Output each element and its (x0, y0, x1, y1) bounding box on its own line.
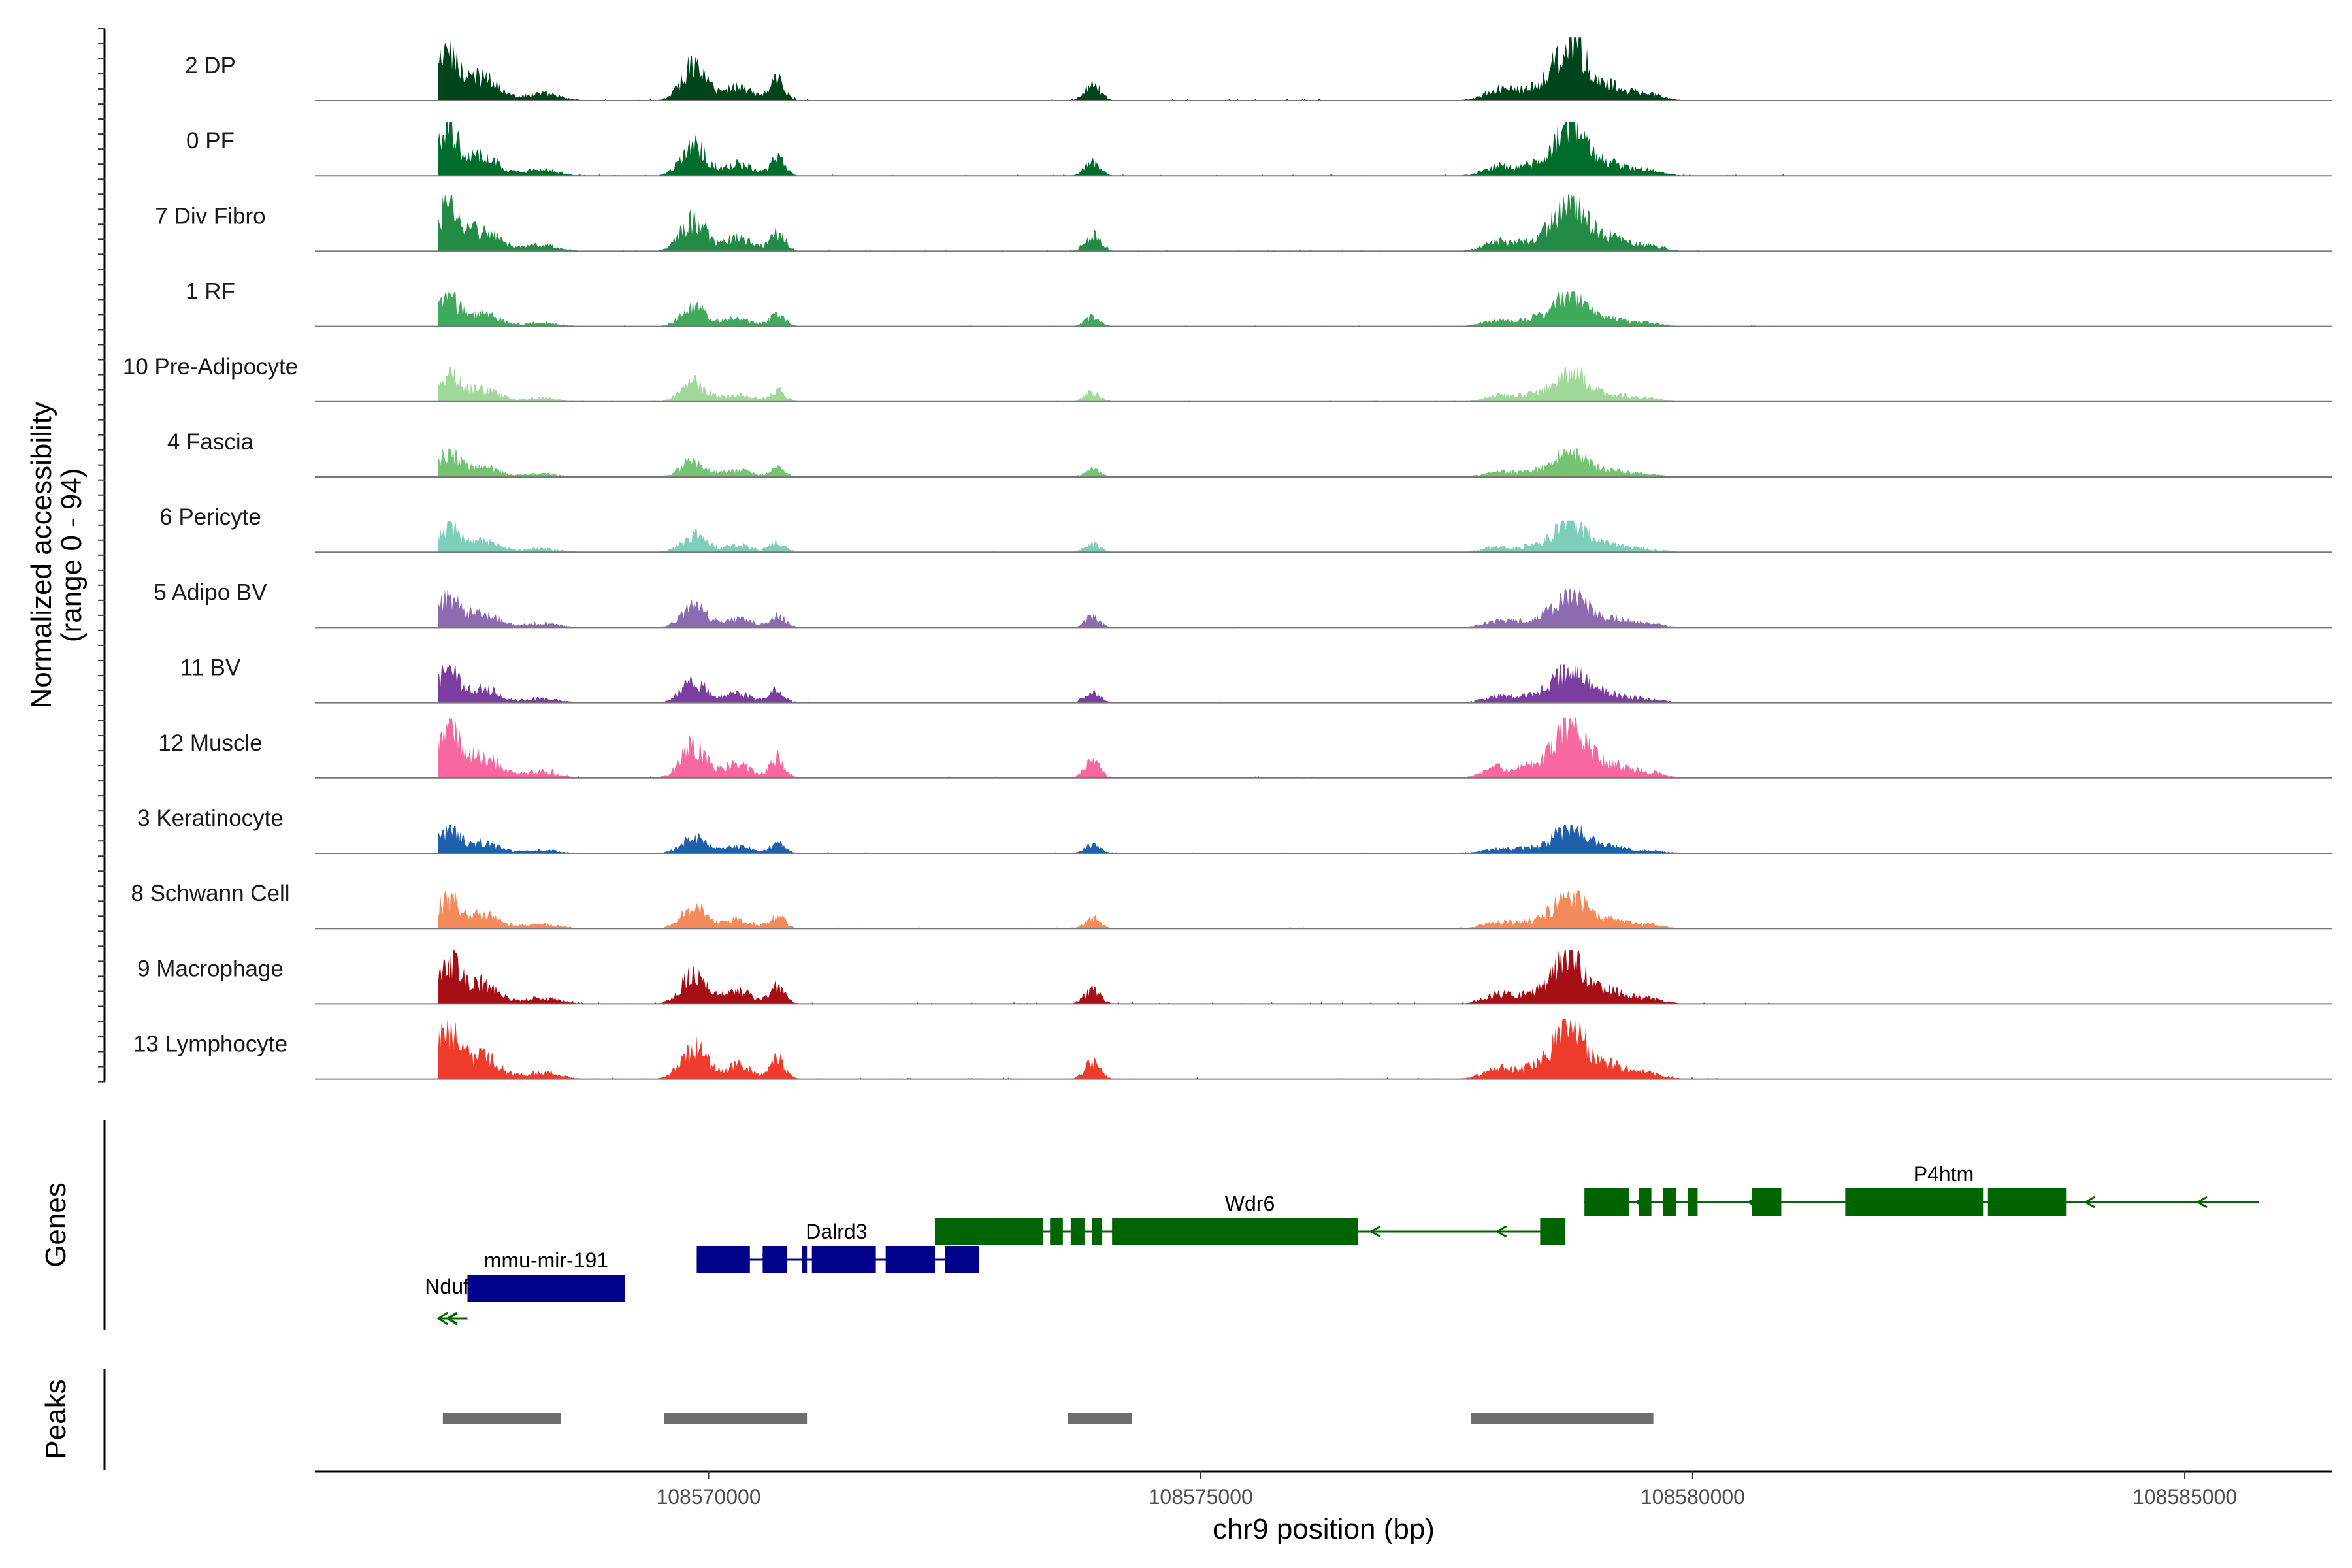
x-tick-label: 108585000 (2132, 1485, 2237, 1509)
gene-p4htm: P4htm (1584, 1162, 2259, 1216)
track-11: 3 Keratinocyte (137, 806, 2332, 854)
gene-exon (1688, 1188, 1698, 1216)
gene-exon (1987, 1188, 2067, 1216)
track-label: 13 Lymphocyte (133, 1032, 287, 1057)
track-label: 10 Pre-Adipocyte (123, 354, 298, 380)
track-label: 7 Div Fibro (155, 203, 265, 229)
gene-exon (1112, 1218, 1358, 1245)
gene-mmu-mir-191: mmu-mir-191 (467, 1249, 625, 1302)
track-4: 1 RF (186, 279, 2332, 327)
track-signal (438, 825, 1791, 853)
track-8: 5 Adipo BV (154, 580, 2332, 629)
track-label: 5 Adipo BV (154, 580, 267, 605)
track-label: 0 PF (186, 128, 235, 154)
gene-exon (1584, 1188, 1629, 1216)
gene-exon (762, 1246, 788, 1273)
gene-exon (1752, 1188, 1782, 1216)
track-signal (438, 589, 1791, 628)
gene-label: P4htm (1914, 1162, 1974, 1186)
peaks-panel-label: Peaks (40, 1379, 72, 1459)
peaks-panel: Peaks (40, 1369, 1654, 1470)
gene-exon (1663, 1188, 1676, 1216)
track-2: 0 PF (186, 122, 2332, 177)
gene-exon (1050, 1218, 1063, 1245)
gene-label: Wdr6 (1225, 1192, 1275, 1215)
track-label: 2 DP (185, 53, 236, 78)
track-label: 4 Fascia (167, 429, 254, 455)
track-signal (438, 950, 1791, 1004)
gene-exon (811, 1246, 876, 1273)
track-10: 12 Muscle (158, 717, 2332, 779)
gene-strand-chevron (1495, 1225, 1507, 1238)
track-label: 1 RF (186, 279, 235, 304)
track-label: 6 Pericyte (159, 504, 261, 530)
track-6: 4 Fascia (167, 429, 2332, 478)
genes-panel-label: Genes (40, 1183, 72, 1267)
gene-label: mmu-mir-191 (484, 1249, 608, 1272)
x-tick-label: 108580000 (1641, 1485, 1745, 1509)
track-label: 12 Muscle (158, 730, 263, 756)
gene-strand-chevron (446, 1311, 458, 1326)
track-9: 11 BV (180, 655, 2332, 704)
gene-dalrd3: Dalrd3 (696, 1220, 979, 1273)
peak-region (1068, 1413, 1132, 1424)
y-axis: Normalized accessibility(range 0 - 94) (25, 28, 106, 1083)
gene-exon (1092, 1218, 1103, 1245)
gene-strand-chevron (2196, 1196, 2208, 1209)
track-5: 10 Pre-Adipocyte (123, 354, 2332, 402)
gene-strand-chevron (2083, 1196, 2095, 1209)
gene-exon (696, 1246, 750, 1273)
gene-label: Dalrd3 (806, 1220, 867, 1243)
track-signal (438, 367, 1791, 402)
track-signal (438, 520, 1791, 553)
track-label: 9 Macrophage (137, 956, 284, 981)
x-axis-title: chr9 position (bp) (1213, 1513, 1435, 1545)
y-axis-title-line: Normalized accessibility (25, 402, 57, 708)
y-axis-title-line: (range 0 - 94) (56, 468, 88, 643)
track-label: 8 Schwann Cell (131, 881, 289, 906)
gene-exon (1845, 1188, 1984, 1216)
track-signal (438, 448, 1791, 477)
peak-region (664, 1413, 808, 1424)
gene-exon (934, 1218, 1043, 1245)
track-signal (438, 664, 1791, 703)
track-label: 11 BV (180, 655, 241, 681)
peak-region (442, 1413, 561, 1424)
track-signal (438, 1019, 1791, 1079)
track-1: 2 DP (185, 37, 2332, 101)
gene-strand-chevron (436, 1311, 449, 1326)
gene-exon (945, 1246, 979, 1273)
coverage-tracks: 2 DP 0 PF 7 Div Fibro 1 RF 10 Pre-Adipocyte 4… (123, 37, 2332, 1080)
track-label: 3 Keratinocyte (137, 806, 284, 831)
track-3: 7 Div Fibro (155, 194, 2332, 252)
gene-exon (885, 1246, 935, 1273)
gene-exon (802, 1246, 808, 1273)
track-signal (438, 37, 1791, 101)
gene-wdr6: Wdr6 (934, 1192, 1565, 1245)
track-7: 6 Pericyte (159, 504, 2332, 553)
track-signal (438, 890, 1791, 929)
track-signal (438, 122, 1791, 176)
track-12: 8 Schwann Cell (131, 881, 2332, 930)
track-signal (438, 717, 1791, 778)
gene-exon (1639, 1188, 1652, 1216)
gene-exon (1070, 1218, 1085, 1245)
x-axis: 108570000 108575000 108580000 108585000 chr9… (315, 1470, 2332, 1545)
gene-strand-chevron (1369, 1225, 1381, 1238)
track-signal (438, 291, 1791, 327)
track-signal (438, 194, 1791, 252)
gene-exon (467, 1275, 625, 1302)
x-tick-label: 108570000 (656, 1485, 760, 1509)
track-14: 13 Lymphocyte (133, 1019, 2332, 1080)
peak-region (1471, 1413, 1654, 1424)
gene-exon (1540, 1218, 1565, 1245)
x-tick-label: 108575000 (1149, 1485, 1253, 1509)
track-13: 9 Macrophage (137, 950, 2332, 1005)
y-axis-title: Normalized accessibility(range 0 - 94) (25, 402, 88, 708)
